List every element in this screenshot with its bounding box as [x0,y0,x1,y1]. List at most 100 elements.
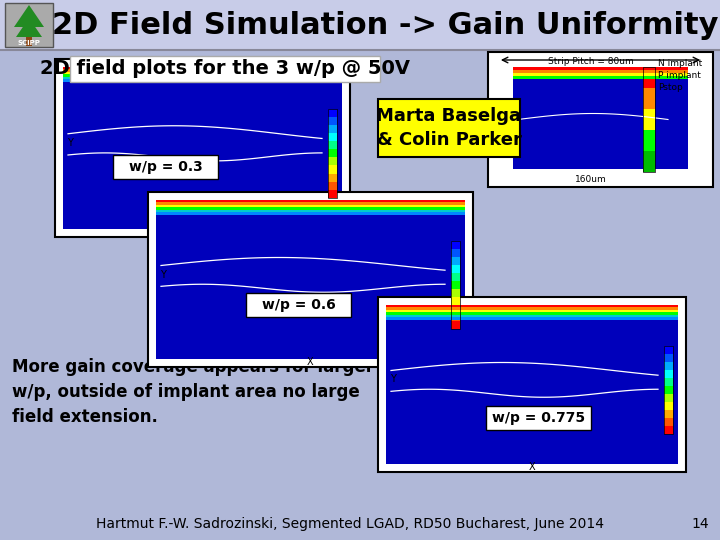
Bar [328,109,337,198]
Text: 2D field plots for the 3 w/p @ 50V: 2D field plots for the 3 w/p @ 50V [40,59,410,78]
Bar [328,173,337,181]
Bar [156,199,465,202]
Bar [451,305,460,313]
Bar [451,257,460,265]
Text: P implant: P implant [658,71,701,80]
Bar [664,386,673,394]
Text: Y: Y [67,138,73,148]
Text: Hartmut F.-W. Sadrozinski, Segmented LGAD, RD50 Bucharest, June 2014: Hartmut F.-W. Sadrozinski, Segmented LGA… [96,517,604,531]
Bar [0,0,720,50]
Bar [513,69,688,169]
Text: 2D Field Simulation -> Gain Uniformity: 2D Field Simulation -> Gain Uniformity [52,11,719,40]
Bar [513,70,688,73]
Bar [643,109,655,130]
Polygon shape [26,37,32,46]
Bar [63,79,342,82]
Bar [513,76,688,79]
Text: SCIPP: SCIPP [17,40,40,46]
Bar [451,241,460,249]
Bar [664,378,673,386]
Bar [451,241,460,328]
Bar [156,210,465,212]
Bar [643,88,655,109]
Bar [328,181,337,190]
Bar [488,52,713,187]
Bar [63,67,342,229]
Text: w/p = 0.3: w/p = 0.3 [129,160,202,174]
Bar [451,265,460,273]
Bar [156,202,465,205]
Bar [63,74,342,77]
Bar [5,3,53,47]
Bar [513,73,688,76]
Bar [451,313,460,321]
Bar [328,109,337,117]
Text: w/p = 0.775: w/p = 0.775 [492,411,585,425]
Bar [246,293,351,317]
Bar [386,305,678,307]
Bar [451,289,460,296]
Bar [63,71,342,74]
Text: 160um: 160um [575,174,606,184]
Bar [643,67,655,88]
Bar [328,157,337,165]
Bar [386,305,678,464]
Bar [664,394,673,402]
Bar [386,312,678,314]
Bar [328,190,337,198]
Bar [70,56,380,82]
Text: 14: 14 [691,517,708,531]
Bar [148,192,473,367]
Bar [664,354,673,362]
Bar [451,321,460,328]
Text: N implant: N implant [658,59,702,69]
Bar [328,125,337,133]
Text: w/p = 0.6: w/p = 0.6 [261,298,336,312]
Text: Pstop: Pstop [658,84,683,92]
Bar [513,67,688,70]
Bar [328,117,337,125]
Bar [156,212,465,214]
Bar [328,141,337,149]
Bar [113,155,218,179]
Bar [156,200,465,359]
Bar [664,410,673,417]
Bar [451,273,460,281]
Bar [378,297,686,472]
Bar [664,346,673,434]
Bar [386,307,678,309]
Bar [156,207,465,210]
Bar [451,249,460,257]
Bar [486,406,591,430]
Bar [55,59,350,237]
Bar [664,426,673,434]
Bar [664,346,673,354]
Bar [328,149,337,157]
Text: Y: Y [160,269,166,280]
Bar [156,205,465,207]
Bar [451,281,460,289]
Polygon shape [14,5,44,27]
Bar [63,69,342,71]
Bar [328,165,337,173]
Bar [451,296,460,305]
Bar [378,99,520,157]
Bar [664,370,673,378]
Bar [63,77,342,79]
Bar [664,417,673,426]
Text: 300um: 300um [495,104,505,136]
Text: More gain coverage appears for larger
w/p, outside of implant area no large
fiel: More gain coverage appears for larger w/… [12,358,374,426]
Polygon shape [16,18,42,37]
Bar [328,133,337,141]
Text: X: X [528,462,535,472]
Text: Strip Pitch = 80um: Strip Pitch = 80um [548,57,634,66]
Bar [386,309,678,312]
Bar [643,130,655,151]
Bar [643,151,655,172]
Text: X: X [307,357,314,367]
Text: Marta Baselga
& Colin Parker: Marta Baselga & Colin Parker [377,107,521,149]
Text: Y: Y [390,375,396,384]
Bar [386,317,678,320]
Bar [664,402,673,410]
Bar [63,66,342,69]
